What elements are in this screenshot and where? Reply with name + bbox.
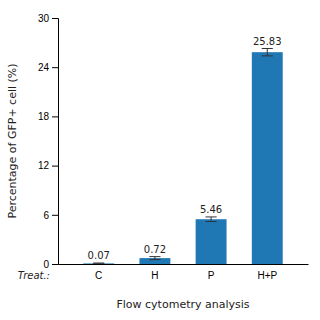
y-axis-title: Percentage of GFP+ cell (%) <box>6 63 19 218</box>
data-labels: 0.07 0.72 5.46 25.83 <box>88 36 282 262</box>
error-bar-stem <box>267 49 268 56</box>
bar <box>252 52 283 264</box>
y-tick: 0 <box>43 259 58 270</box>
y-tick: 18 <box>38 111 58 122</box>
y-axis-line <box>52 19 59 265</box>
y-tick-mark <box>52 67 58 68</box>
y-tick-label: 30 <box>38 13 50 24</box>
data-label: 5.46 <box>200 204 222 215</box>
y-tick-label: 0 <box>43 259 49 270</box>
error-bar <box>206 217 217 222</box>
y-tick: 24 <box>38 62 58 73</box>
annotation: Treat.: <box>18 270 50 281</box>
data-label: 0.07 <box>88 250 110 261</box>
error-bar-cap <box>206 216 217 217</box>
y-tick: 6 <box>43 210 58 221</box>
plot: 0 6 12 18 24 30 C H P H+P 0.07 0.72 5.46 25.83 Treat.:… <box>6 13 309 311</box>
chart: 0 6 12 18 24 30 C H P H+P 0.07 0.72 5.46 25.83 Treat.:… <box>0 0 320 320</box>
data-label: 25.83 <box>253 36 282 47</box>
y-tick: 12 <box>38 160 58 171</box>
error-bar-stem <box>211 217 212 222</box>
y-tick-label: 18 <box>38 111 50 122</box>
y-tick: 30 <box>38 13 58 24</box>
y-tick-label: 12 <box>38 160 50 171</box>
y-tick-label: 24 <box>38 62 50 73</box>
x-tick-label: H+P <box>257 270 277 281</box>
y-tick-mark <box>52 264 58 265</box>
x-tick: H <box>151 270 158 281</box>
y-tick-label: 6 <box>43 210 49 221</box>
error-bar-cap <box>262 48 273 49</box>
x-axis-title: Flow cytometry analysis <box>116 298 249 311</box>
x-axis-line <box>59 264 309 265</box>
error-bar-cap <box>149 256 160 257</box>
x-tick: C <box>95 270 102 281</box>
x-axis: C H P H+P <box>59 265 309 282</box>
error-bar-cap <box>93 263 104 264</box>
error-bar <box>262 49 273 56</box>
x-tick: H+P <box>257 270 277 281</box>
data-label: 0.72 <box>144 244 166 255</box>
bar <box>83 263 114 264</box>
x-tick-label: H <box>151 270 158 281</box>
error-bar-cap <box>206 221 217 222</box>
y-axis: 0 6 12 18 24 30 <box>38 13 59 270</box>
error-bar <box>149 257 160 260</box>
x-tick-label: C <box>95 270 102 281</box>
y-tick-mark <box>52 18 58 19</box>
y-tick-mark <box>52 116 58 117</box>
marks <box>83 49 282 264</box>
y-tick-mark <box>52 215 58 216</box>
error-bar <box>93 263 104 264</box>
x-tick: P <box>208 270 215 281</box>
x-tick-label: P <box>208 270 215 281</box>
y-tick-mark <box>52 166 58 167</box>
error-bar-cap <box>262 55 273 56</box>
error-bar-cap <box>149 259 160 260</box>
error-bar-cap <box>93 263 104 264</box>
bar <box>196 219 227 264</box>
